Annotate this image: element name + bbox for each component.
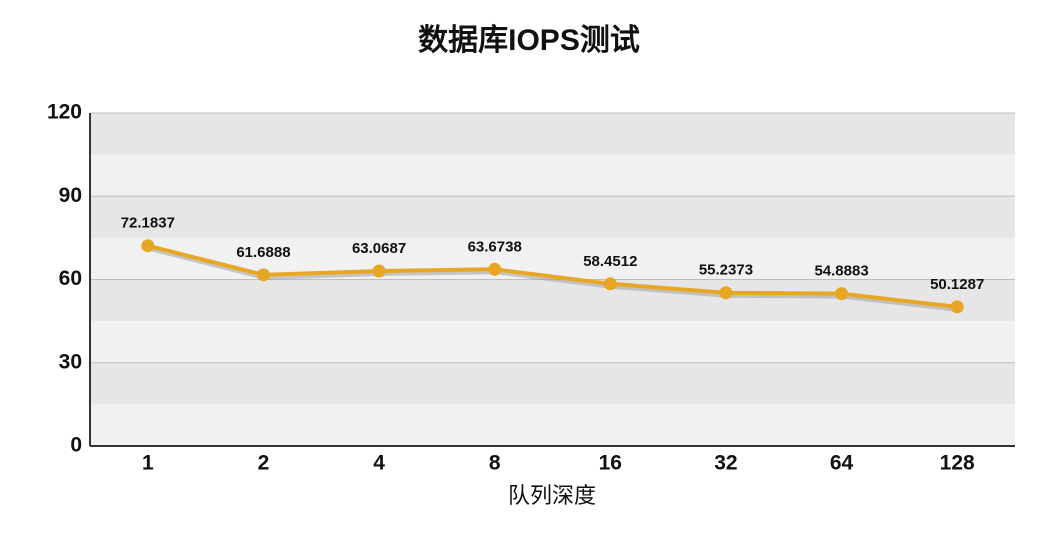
grid-band: [90, 362, 1015, 405]
x-tick-label: 16: [599, 452, 622, 475]
point: [488, 262, 502, 276]
value-label: 63.6738: [468, 238, 522, 255]
x-tick-label: 64: [830, 452, 854, 475]
point: [372, 264, 386, 278]
point: [950, 300, 964, 314]
value-label: 58.4512: [583, 253, 637, 270]
point: [141, 239, 155, 253]
point: [835, 287, 849, 301]
x-tick-label: 32: [714, 452, 737, 475]
value-label: 63.0687: [352, 240, 406, 257]
y-tick-label: 0: [70, 434, 82, 457]
series-line: [147, 243, 958, 309]
x-tick-label: 128: [940, 452, 975, 475]
value-label: 72.1837: [121, 215, 175, 232]
line-shadow: [148, 246, 959, 312]
y-tick-label: 90: [59, 184, 82, 207]
value-label: 50.1287: [930, 276, 984, 293]
y-tick-label: 120: [47, 101, 82, 124]
y-tick-label: 30: [59, 350, 82, 373]
point: [603, 277, 617, 291]
x-axis-label: 队列深度: [508, 483, 596, 508]
chart-title: 数据库IOPS测试: [418, 24, 640, 57]
value-label: 54.8883: [814, 263, 868, 280]
value-label: 55.2373: [699, 262, 753, 279]
value-label: 61.6888: [236, 244, 290, 261]
point: [719, 286, 733, 300]
x-tick-label: 4: [373, 452, 385, 475]
grid-band: [90, 196, 1015, 238]
x-tick-label: 2: [258, 452, 270, 475]
point: [256, 268, 270, 282]
x-tick-label: 8: [489, 452, 501, 475]
x-tick-label: 1: [142, 452, 154, 475]
y-tick-label: 60: [59, 267, 82, 290]
grid-band: [90, 113, 1015, 155]
